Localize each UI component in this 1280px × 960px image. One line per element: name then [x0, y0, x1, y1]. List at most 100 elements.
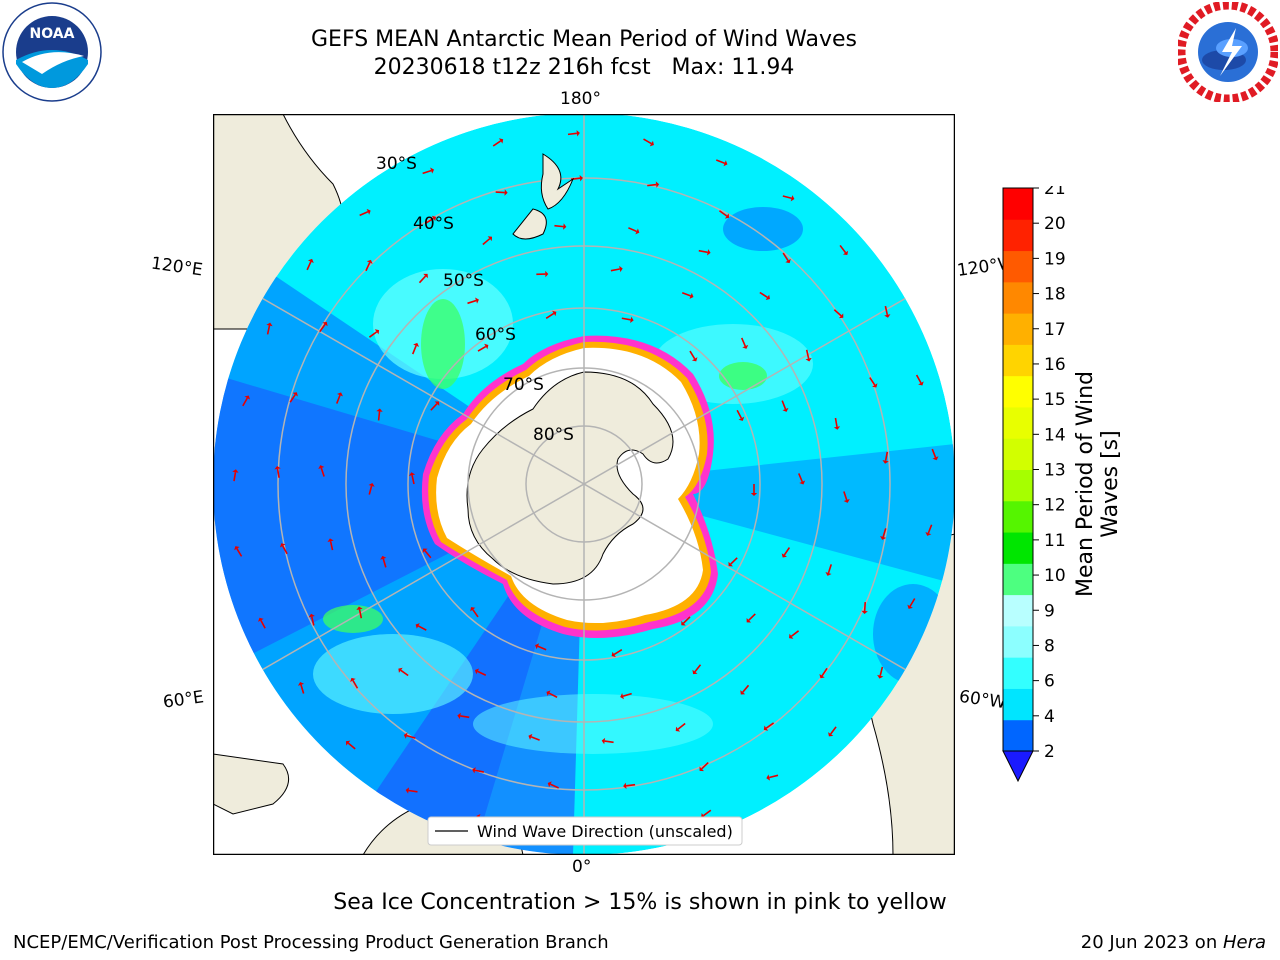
wind-wave-arrow-head [244, 395, 251, 400]
wind-wave-arrow-head [266, 322, 273, 327]
colorbar-tick-label: 21 [1044, 186, 1066, 199]
wind-wave-arrow [382, 558, 387, 568]
wind-wave-arrow-head [576, 130, 580, 137]
wind-wave-arrow [424, 550, 432, 559]
colorbar-band [1003, 375, 1033, 408]
wind-wave-arrow-head [619, 265, 623, 273]
wind-wave-arrow [368, 331, 378, 338]
wind-wave-arrow-head [681, 620, 686, 626]
wind-wave-arrow-head [374, 329, 380, 335]
wind-wave-arrow-head [723, 160, 728, 167]
wind-wave-arrow-head [872, 383, 878, 388]
wind-wave-arrow [368, 485, 373, 495]
wind-wave-arrow-head [345, 740, 351, 746]
wind-wave-arrow [782, 252, 789, 261]
wind-wave-arrow-head [738, 416, 745, 421]
legend-label: Wind Wave Direction (unscaled) [477, 822, 733, 841]
wind-wave-arrow-head [366, 259, 373, 264]
colorbar-tick-label: 4 [1044, 707, 1055, 727]
wind-wave-arrow-head [630, 316, 634, 323]
wind-wave-arrow-head [789, 633, 794, 639]
wind-wave-arrow [482, 238, 491, 246]
wind-wave-arrow [425, 217, 434, 224]
wind-wave-arrow-head [692, 669, 698, 675]
wind-wave-arrow [677, 722, 686, 730]
colorbar-tick-label: 14 [1044, 425, 1066, 445]
wind-wave-arrow-head [415, 623, 420, 629]
wind-wave-arrow-head [430, 167, 435, 174]
wind-wave-arrow-head [620, 693, 624, 700]
colorbar-band [1003, 250, 1033, 283]
wind-wave-arrow-head [805, 357, 812, 362]
wind-wave-arrow-head [398, 667, 403, 673]
chart-title: GEFS MEAN Antarctic Mean Period of Wind … [311, 27, 857, 52]
colorbar-band [1003, 500, 1033, 533]
lat-label-40s: 40°S [413, 214, 454, 234]
colorbar-tick-label: 8 [1044, 636, 1055, 656]
wind-wave-arrow-head [413, 342, 420, 347]
colorbar-band [1003, 719, 1033, 752]
wind-wave-arrow [622, 692, 632, 697]
wind-wave-arrow [759, 291, 768, 299]
wind-wave-arrow-head [925, 531, 932, 536]
wind-wave-arrow [266, 325, 271, 335]
colorbar-tick-label: 15 [1044, 390, 1066, 410]
wind-wave-arrow-head [535, 643, 540, 650]
wind-wave-arrow [610, 268, 620, 272]
wind-wave-arrow-head [699, 766, 704, 772]
lat-label-60s: 60°S [475, 325, 516, 345]
wind-wave-arrow [477, 345, 487, 352]
wind-wave-arrow [833, 309, 842, 317]
wind-wave-arrow-head [884, 314, 891, 318]
wind-wave-arrow [276, 468, 280, 478]
lat-label-50s: 50°S [443, 271, 484, 291]
wind-wave-arrow-head [457, 712, 461, 720]
colorbar-tick-label: 17 [1044, 320, 1066, 340]
wind-wave-arrow [769, 774, 779, 779]
wind-wave-arrow [718, 210, 728, 217]
wind-wave-arrow-head [579, 175, 583, 182]
wind-wave-arrow [411, 345, 417, 355]
wind-wave-arrow-head [707, 249, 711, 256]
wind-wave-arrow-head [675, 726, 681, 732]
wind-wave-arrow [843, 491, 848, 501]
wind-wave-arrow-head [484, 343, 489, 350]
colorbar-tick-label: 16 [1044, 355, 1066, 375]
wind-wave-arrow [613, 649, 623, 656]
wind-wave-arrow-head [307, 258, 314, 263]
wind-wave-arrow [408, 789, 418, 793]
wind-wave-arrow-head [368, 482, 375, 487]
wind-wave-arrow [682, 616, 691, 624]
wind-wave-arrow [931, 448, 937, 458]
wind-wave-arrow-head [487, 236, 493, 242]
wind-wave-arrow-head [728, 561, 733, 567]
wind-wave-arrow [839, 244, 847, 254]
wind-wave-arrow-head [403, 732, 408, 739]
lat-label-30s: 30°S [376, 154, 417, 174]
wind-wave-arrow [472, 609, 479, 618]
wind-wave-arrow [827, 564, 833, 574]
map-frame [212, 113, 956, 856]
sea-ice-caption: Sea Ice Concentration > 15% is shown in … [333, 890, 947, 915]
colorbar-tick-label: 11 [1044, 531, 1066, 551]
wind-wave-arrow [467, 299, 477, 305]
wind-wave-arrow-head [799, 480, 806, 485]
wind-wave-arrow-head [545, 270, 549, 278]
wind-wave-arrow-head [258, 617, 264, 622]
wind-wave-arrow [604, 740, 614, 744]
wind-wave-arrow [319, 323, 326, 333]
colorbar-band [1003, 688, 1033, 721]
wind-wave-arrow [790, 630, 800, 637]
wind-wave-arrow [236, 548, 243, 557]
colorbar-tick-label: 6 [1044, 672, 1055, 692]
wind-wave-arrow-head [552, 310, 557, 317]
wind-wave-arrow [352, 680, 359, 689]
wind-wave-arrow [329, 541, 334, 551]
wind-wave-arrow-head [292, 392, 298, 397]
footer-date-text: 20 Jun 2023 on [1080, 932, 1223, 953]
wind-wave-arrow [863, 601, 867, 612]
lon-label-180: 180° [560, 89, 601, 109]
wind-wave-arrow-head [336, 392, 343, 397]
wind-wave-arrow-head [765, 294, 770, 301]
wind-wave-arrow [821, 667, 828, 677]
